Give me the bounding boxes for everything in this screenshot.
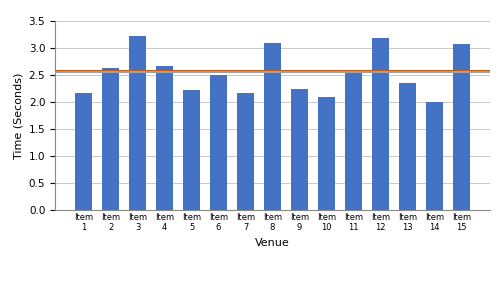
Y-axis label: Time (Seconds): Time (Seconds) bbox=[13, 72, 23, 159]
Bar bbox=[156, 66, 174, 210]
Bar bbox=[236, 93, 254, 210]
Bar bbox=[426, 102, 443, 210]
Bar bbox=[75, 93, 92, 210]
Bar bbox=[182, 90, 200, 210]
Bar bbox=[398, 83, 416, 210]
Bar bbox=[372, 38, 389, 210]
Bar bbox=[102, 68, 120, 210]
Bar bbox=[318, 97, 336, 210]
Bar bbox=[290, 88, 308, 210]
Bar bbox=[264, 43, 281, 210]
Bar bbox=[129, 36, 146, 210]
Bar bbox=[452, 44, 470, 210]
Bar bbox=[210, 75, 228, 210]
Bar bbox=[344, 72, 362, 210]
X-axis label: Venue: Venue bbox=[255, 238, 290, 248]
